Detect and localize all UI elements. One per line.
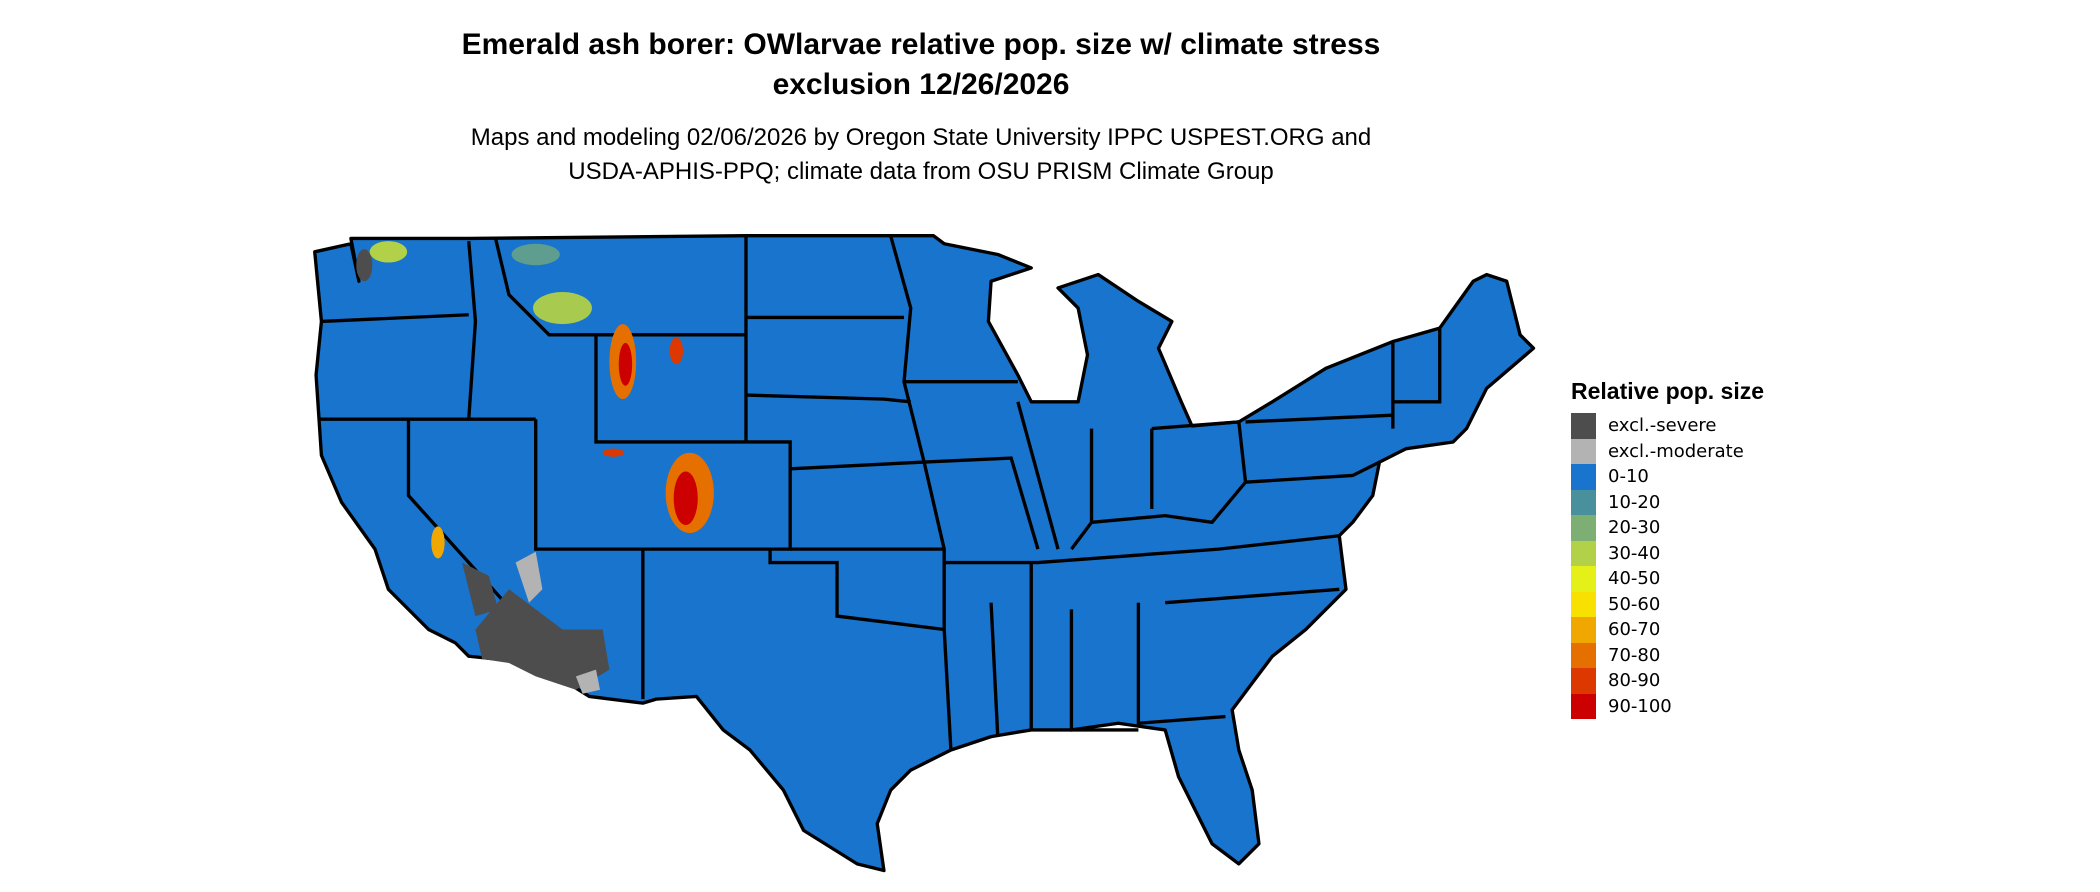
- legend-label: 30-40: [1608, 542, 1661, 564]
- us-outline: [313, 234, 1536, 873]
- legend-label: 80-90: [1608, 670, 1661, 692]
- legend-label: 0-10: [1608, 466, 1649, 488]
- legend-label: 10-20: [1608, 491, 1661, 513]
- legend-label: 40-50: [1608, 568, 1661, 590]
- legend-label: 60-70: [1608, 619, 1661, 641]
- legend-label: 20-30: [1608, 517, 1661, 539]
- legend-swatch: [1571, 413, 1596, 439]
- map-subtitle-line1: Maps and modeling 02/06/2026 by Oregon S…: [470, 124, 1372, 151]
- legend-swatch: [1571, 464, 1596, 490]
- map-title-line1: Emerald ash borer: OWlarvae relative pop…: [461, 28, 1381, 61]
- legend-swatch: [1571, 591, 1596, 617]
- legend-item: excl.-moderate: [1571, 438, 1764, 464]
- legend-swatch: [1571, 642, 1596, 668]
- legend-item: 10-20: [1571, 489, 1764, 515]
- legend-swatch: [1571, 438, 1596, 464]
- legend-item: 30-40: [1571, 540, 1764, 566]
- excl-severe-region: [462, 562, 610, 690]
- legend-swatch: [1571, 693, 1596, 719]
- legend-label: 50-60: [1608, 593, 1661, 615]
- map-subtitle-line2: USDA-APHIS-PPQ; climate data from OSU PR…: [568, 158, 1274, 185]
- legend-swatch: [1571, 668, 1596, 694]
- legend-swatch: [1571, 489, 1596, 515]
- legend-item: 40-50: [1571, 566, 1764, 592]
- legend: Relative pop. size excl.-severe excl.-mod…: [1571, 378, 1764, 719]
- excl-moderate-region: [515, 551, 600, 694]
- legend-swatch: [1571, 566, 1596, 592]
- high-pop-hotspots: [356, 241, 714, 559]
- legend-item: 90-100: [1571, 693, 1764, 719]
- legend-swatch: [1571, 617, 1596, 643]
- legend-item: 60-70: [1571, 617, 1764, 643]
- legend-label: 90-100: [1608, 695, 1672, 717]
- legend-item: 20-30: [1571, 515, 1764, 541]
- legend-label: excl.-severe: [1608, 415, 1717, 437]
- legend-label: excl.-moderate: [1608, 440, 1744, 462]
- legend-swatch: [1571, 515, 1596, 541]
- legend-item: 80-90: [1571, 668, 1764, 694]
- legend-label: 70-80: [1608, 644, 1661, 666]
- legend-item: 50-60: [1571, 591, 1764, 617]
- map-title-line2: exclusion 12/26/2026: [772, 68, 1070, 101]
- legend-item: 70-80: [1571, 642, 1764, 668]
- legend-item: excl.-severe: [1571, 413, 1764, 439]
- legend-swatch: [1571, 540, 1596, 566]
- legend-item: 0-10: [1571, 464, 1764, 490]
- state-borders: [318, 235, 1442, 751]
- legend-title: Relative pop. size: [1571, 378, 1765, 404]
